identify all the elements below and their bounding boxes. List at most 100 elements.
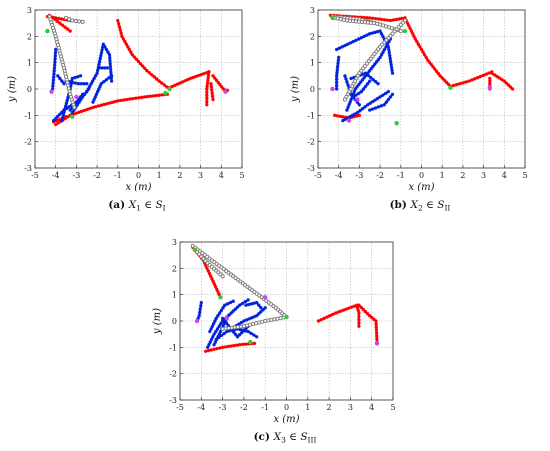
data-point bbox=[145, 68, 149, 73]
data-point bbox=[198, 310, 202, 315]
data-point bbox=[375, 337, 379, 341]
data-point bbox=[110, 100, 114, 105]
data-point bbox=[239, 320, 244, 325]
x-tick-label: 5 bbox=[239, 171, 244, 180]
data-point bbox=[368, 16, 372, 20]
data-point bbox=[64, 101, 69, 106]
series-5 bbox=[194, 295, 380, 346]
data-point bbox=[63, 25, 67, 29]
data-point bbox=[134, 57, 139, 61]
data-point bbox=[214, 316, 218, 321]
data-point bbox=[212, 282, 217, 286]
data-point bbox=[232, 343, 236, 348]
data-point bbox=[63, 104, 68, 108]
data-point bbox=[143, 95, 147, 99]
data-point bbox=[97, 62, 101, 67]
data-point bbox=[244, 318, 249, 322]
data-point bbox=[93, 74, 98, 78]
data-point bbox=[65, 27, 70, 31]
data-point bbox=[213, 319, 217, 323]
data-point bbox=[87, 87, 91, 91]
data-point bbox=[76, 75, 80, 79]
data-point bbox=[91, 100, 95, 104]
data-point bbox=[211, 321, 216, 326]
data-point bbox=[77, 19, 82, 24]
data-point bbox=[207, 343, 211, 347]
data-point bbox=[349, 92, 353, 96]
data-point bbox=[361, 72, 365, 76]
data-point bbox=[212, 332, 216, 336]
data-point bbox=[374, 319, 378, 323]
data-point bbox=[209, 327, 213, 331]
data-point bbox=[231, 309, 235, 313]
x-tick-label: -1 bbox=[114, 171, 122, 180]
y-tick-label: 1 bbox=[172, 291, 177, 300]
data-point bbox=[70, 76, 74, 81]
data-point bbox=[210, 324, 215, 328]
data-point bbox=[376, 105, 381, 109]
data-point bbox=[205, 93, 209, 98]
data-point bbox=[487, 71, 491, 75]
data-point bbox=[361, 307, 365, 312]
x-tick-label: -1 bbox=[261, 403, 269, 412]
data-point bbox=[191, 75, 195, 80]
data-point bbox=[342, 97, 347, 102]
data-point bbox=[385, 42, 390, 46]
data-point bbox=[357, 103, 362, 107]
x-tick-label: -4 bbox=[335, 171, 343, 180]
data-point bbox=[388, 18, 393, 23]
series-5 bbox=[330, 85, 493, 123]
data-point bbox=[218, 295, 223, 300]
data-point bbox=[374, 331, 379, 335]
data-point bbox=[373, 79, 378, 84]
data-point bbox=[152, 75, 156, 79]
data-point bbox=[134, 96, 138, 100]
data-point bbox=[60, 23, 65, 27]
y-tick-label: 0 bbox=[27, 85, 32, 94]
data-point bbox=[160, 81, 164, 85]
data-point bbox=[183, 79, 187, 83]
data-point bbox=[384, 45, 388, 49]
data-point bbox=[242, 328, 246, 333]
data-point bbox=[233, 307, 238, 311]
data-point bbox=[334, 84, 339, 88]
data-point bbox=[365, 103, 370, 107]
data-point bbox=[330, 86, 335, 92]
data-point bbox=[345, 108, 349, 112]
data-point bbox=[117, 25, 122, 29]
data-point bbox=[130, 53, 134, 57]
data-point bbox=[123, 39, 127, 44]
data-point bbox=[336, 61, 340, 66]
data-point bbox=[210, 88, 214, 92]
data-point bbox=[199, 300, 203, 305]
data-point bbox=[198, 307, 202, 311]
data-point bbox=[242, 319, 246, 323]
data-point bbox=[210, 94, 215, 99]
x-tick-label: 2 bbox=[177, 171, 182, 180]
data-point bbox=[470, 78, 474, 82]
data-point bbox=[62, 82, 66, 86]
data-point bbox=[355, 97, 360, 102]
data-point bbox=[82, 108, 87, 113]
data-point bbox=[490, 71, 494, 75]
data-point bbox=[70, 111, 74, 115]
data-point bbox=[108, 58, 112, 63]
data-point bbox=[126, 45, 130, 49]
data-point bbox=[214, 329, 218, 334]
data-point bbox=[487, 85, 493, 90]
x-tick-label: -3 bbox=[219, 403, 227, 412]
data-point bbox=[346, 105, 350, 110]
data-point bbox=[381, 93, 385, 97]
data-point bbox=[319, 317, 323, 322]
data-point bbox=[138, 62, 143, 66]
data-point bbox=[390, 92, 395, 96]
data-point bbox=[178, 81, 182, 85]
data-point bbox=[220, 345, 225, 350]
data-point bbox=[370, 107, 375, 111]
data-point bbox=[167, 86, 172, 92]
data-point bbox=[461, 81, 465, 85]
data-point bbox=[352, 89, 356, 94]
data-point bbox=[99, 51, 104, 55]
data-point bbox=[211, 279, 215, 284]
data-point bbox=[53, 54, 57, 58]
